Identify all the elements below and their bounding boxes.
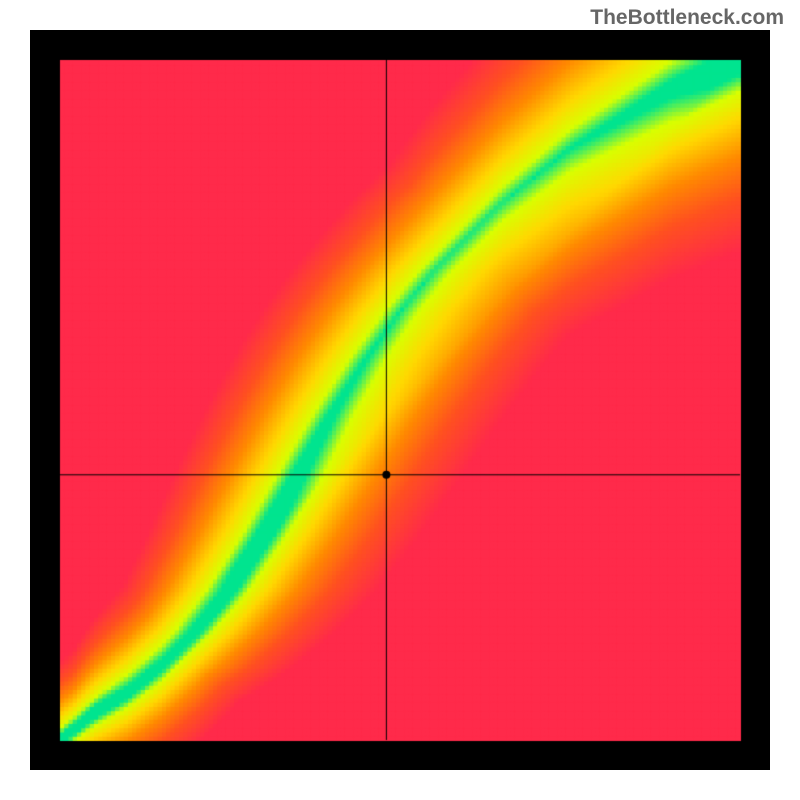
bottleneck-heatmap — [30, 30, 770, 770]
watermark-text: TheBottleneck.com — [590, 6, 784, 30]
